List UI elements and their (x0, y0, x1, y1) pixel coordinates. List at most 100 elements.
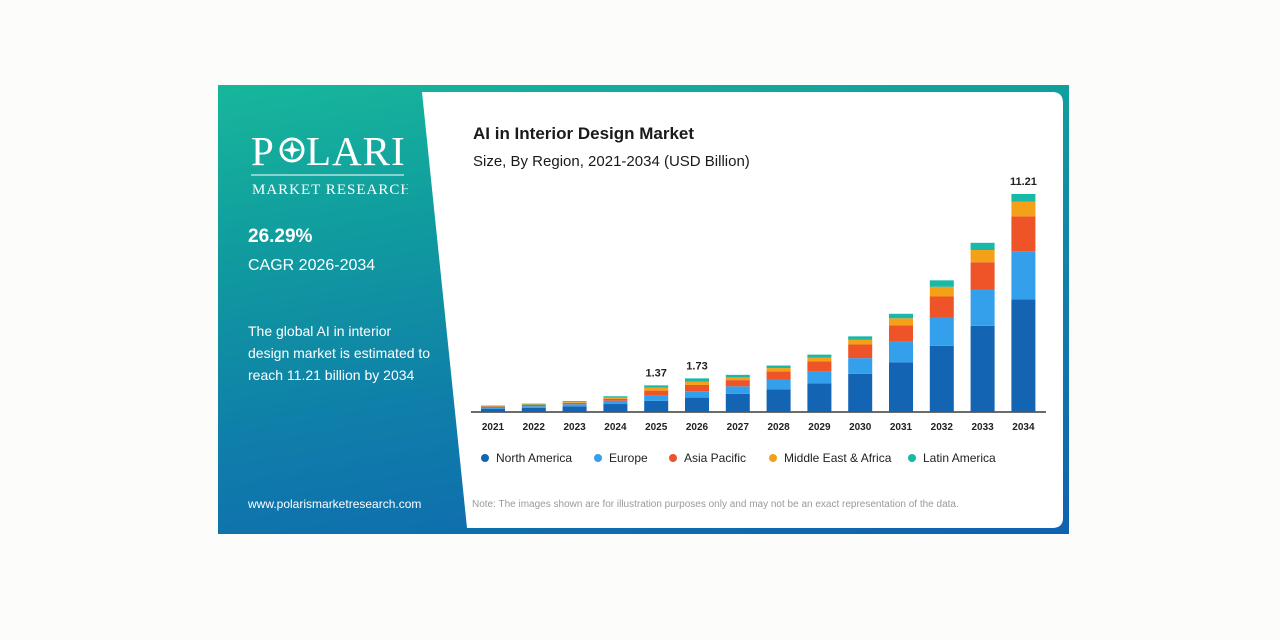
polaris-logo: P LARIS MARKET RESEARCH (251, 128, 408, 198)
x-tick-label: 2028 (767, 422, 790, 433)
x-tick-label: 2024 (604, 422, 627, 433)
data-label-2025: 1.37 (645, 367, 666, 379)
bar-2023-asia-pacific (562, 402, 587, 405)
bar-2030-latin-america (848, 336, 873, 340)
website-link[interactable]: www.polarismarketresearch.com (248, 497, 422, 511)
bar-2030-europe (848, 358, 873, 374)
x-tick-label: 2030 (849, 422, 872, 433)
svg-text:LARIS: LARIS (306, 128, 408, 174)
bar-2025-north-america (644, 400, 669, 412)
bar-2026-north-america (685, 397, 709, 412)
cagr-label: CAGR 2026-2034 (248, 257, 376, 274)
bar-2023-north-america (562, 406, 587, 412)
legend-label: Europe (609, 451, 648, 465)
legend-swatch (769, 454, 777, 462)
bar-2025-asia-pacific (644, 390, 669, 396)
disclaimer-note: Note: The images shown are for illustrat… (472, 499, 959, 510)
bar-2026-middle-east-africa (685, 381, 709, 385)
bar-2028-latin-america (766, 365, 791, 369)
legend-swatch (908, 454, 916, 462)
cagr-value: 26.29% (248, 226, 313, 247)
bar-2023-latin-america (562, 401, 587, 403)
bar-2029-asia-pacific (807, 361, 832, 372)
bar-2029-middle-east-africa (807, 357, 832, 362)
bar-2033-europe (970, 289, 995, 326)
svg-text:P: P (251, 128, 275, 174)
infographic-card: P LARIS MARKET RESEARCH 26.29% CAGR 2026… (218, 85, 1069, 534)
legend-label: North America (496, 451, 573, 465)
x-tick-label: 2023 (563, 422, 586, 433)
x-tick-label: 2033 (971, 422, 994, 433)
legend-item: Asia Pacific (669, 451, 746, 465)
x-tick-label: 2032 (931, 422, 954, 433)
x-tick-label: 2031 (890, 422, 913, 433)
bar-2032-europe (929, 317, 954, 346)
bar-2024-asia-pacific (603, 398, 628, 401)
bar-2027-europe (725, 386, 750, 394)
x-tick-label: 2022 (523, 422, 546, 433)
bar-2024-latin-america (603, 396, 628, 398)
bar-2032-asia-pacific (929, 296, 954, 318)
bar-2021-europe (481, 407, 505, 409)
bar-2030-north-america (848, 373, 873, 412)
x-tick-label: 2027 (727, 422, 750, 433)
bar-2031-latin-america (889, 313, 913, 319)
bar-2028-asia-pacific (766, 371, 791, 380)
market-description: The global AI in interior design market … (248, 323, 431, 383)
bar-2034-latin-america (1011, 194, 1036, 202)
data-label-2034: 11.21 (1010, 176, 1037, 188)
legend-swatch (594, 454, 602, 462)
bar-2032-north-america (929, 345, 954, 412)
bar-2021-north-america (481, 408, 505, 412)
x-tick-label: 2026 (686, 422, 709, 433)
legend-label: Latin America (923, 451, 996, 465)
bar-2034-asia-pacific (1011, 216, 1036, 252)
bar-2024-europe (603, 400, 628, 405)
bar-2033-north-america (970, 325, 995, 412)
bar-2028-middle-east-africa (766, 368, 791, 372)
bar-2027-latin-america (725, 374, 750, 378)
bar-2031-europe (889, 341, 913, 363)
chart-title: AI in Interior Design Market (473, 124, 695, 143)
legend-item: Middle East & Africa (769, 451, 891, 465)
bar-2025-middle-east-africa (644, 387, 669, 391)
bar-2026-europe (685, 391, 709, 398)
bar-2023-europe (562, 404, 587, 407)
bar-2034-middle-east-africa (1011, 201, 1036, 217)
bar-2033-asia-pacific (970, 262, 995, 290)
chart-subtitle: Size, By Region, 2021-2034 (USD Billion) (473, 153, 750, 170)
bar-2021-asia-pacific (481, 406, 505, 408)
bar-chart: 2021 2022 2023 2024 2025 2026 2027 2028 2029 2030… (471, 176, 1046, 433)
bar-2022-north-america (521, 407, 546, 412)
bar-2029-europe (807, 371, 832, 384)
bar-2022-asia-pacific (521, 404, 546, 407)
legend-label: Middle East & Africa (784, 451, 892, 465)
legend-item: North America (481, 451, 572, 465)
bar-2022-europe (521, 406, 546, 408)
bar-2034-north-america (1011, 299, 1036, 412)
white-panel (422, 92, 1063, 528)
bar-2027-middle-east-africa (725, 377, 750, 381)
bar-2029-latin-america (807, 354, 832, 358)
bar-2025-latin-america (644, 385, 669, 388)
bar-2028-north-america (766, 389, 791, 412)
bar-2029-north-america (807, 383, 832, 412)
data-label-2026: 1.73 (686, 360, 707, 372)
x-tick-label: 2025 (645, 422, 668, 433)
legend-item: Europe (594, 451, 648, 465)
legend-item: Latin America (908, 451, 996, 465)
bar-2023-middle-east-africa (562, 402, 587, 403)
bar-2033-latin-america (970, 242, 995, 251)
bar-2032-middle-east-africa (929, 286, 954, 297)
bar-2022-latin-america (521, 403, 546, 405)
bar-2031-north-america (889, 362, 913, 412)
legend-swatch (481, 454, 489, 462)
bar-2030-asia-pacific (848, 344, 873, 359)
bar-2022-middle-east-africa (521, 404, 546, 405)
bar-2031-asia-pacific (889, 325, 913, 342)
bar-2034-europe (1011, 251, 1036, 300)
bar-2027-asia-pacific (725, 380, 750, 387)
legend-swatch (669, 454, 677, 462)
x-tick-label: 2029 (808, 422, 831, 433)
bar-2027-north-america (725, 393, 750, 412)
